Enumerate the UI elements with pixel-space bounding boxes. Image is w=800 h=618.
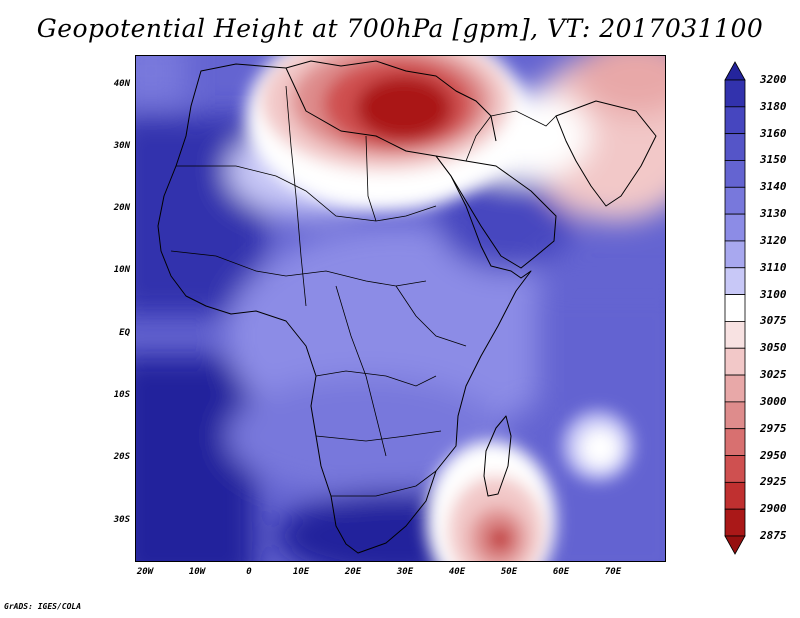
colorbar-level-label: 3150	[760, 153, 787, 167]
lon-label-60e: 60E	[552, 567, 570, 577]
colorbar-box	[724, 79, 746, 108]
colorbar-level-label: 2900	[760, 502, 787, 516]
lows-shading	[246, 56, 633, 561]
colorbar-level-label: 3140	[760, 180, 787, 194]
colorbar-level-label: 3050	[760, 341, 787, 355]
border-egypt-libya	[365, 135, 377, 222]
colorbar-box	[724, 240, 746, 269]
border-south-2	[331, 470, 437, 497]
colorbar-level-label: 3100	[760, 287, 787, 301]
colorbar-top-triangle	[724, 61, 746, 81]
colorbar-box	[724, 267, 746, 295]
colorbar-box	[724, 321, 746, 349]
lat-label-10n: 10N	[113, 265, 130, 275]
madagascar	[483, 415, 512, 497]
map-panel	[135, 55, 666, 562]
lon-label-70e: 70E	[604, 567, 622, 577]
arabian-peninsula	[435, 155, 557, 269]
colorbar-box	[724, 428, 746, 456]
colorbar-box	[724, 455, 746, 483]
colorbar-level-label: 3000	[760, 394, 787, 408]
border-sahel	[170, 250, 427, 287]
coastlines	[157, 60, 657, 554]
lat-label-eq: EQ	[119, 328, 130, 338]
colorbar-box	[724, 294, 746, 322]
border-south-1	[315, 430, 442, 442]
colorbar-level-label: 3075	[760, 314, 787, 328]
colorbar-level-label: 3120	[760, 233, 787, 247]
colorbar-bottom-triangle	[724, 535, 746, 555]
deep-blue-southwest	[136, 356, 256, 561]
moz-low-core	[488, 527, 512, 551]
colorbar-level-label: 2875	[760, 529, 787, 542]
lat-label-30s: 30S	[113, 515, 130, 525]
lon-label-10e: 10E	[292, 567, 310, 577]
india-outline	[555, 100, 657, 207]
colorbar-box	[724, 481, 746, 510]
colorbar-level-label: 2950	[760, 448, 787, 462]
med-low-core	[356, 76, 452, 140]
colorbar	[724, 61, 746, 555]
colorbar-level-label: 2925	[760, 475, 787, 489]
chart-title: Geopotential Height at 700hPa [gpm], VT:…	[36, 14, 764, 43]
colorbar-level-label: 3110	[760, 260, 787, 274]
colorbar-box	[724, 374, 746, 403]
lon-label-20w: 20W	[136, 567, 154, 577]
lat-label-20n: 20N	[113, 203, 130, 213]
colorbar-box	[724, 186, 746, 215]
southern-band	[226, 376, 506, 496]
io-low-core	[580, 428, 620, 468]
geopotential-map	[136, 56, 665, 561]
colorbar-box	[724, 106, 746, 135]
field-shading	[136, 56, 665, 561]
lon-label-50e: 50E	[500, 567, 518, 577]
india-north-pink	[576, 56, 665, 116]
border-east	[395, 285, 467, 347]
lat-label-30n: 30N	[113, 141, 130, 151]
colorbar-level-label: 3025	[760, 368, 787, 382]
colorbar-box	[724, 133, 746, 161]
border-north-south	[285, 85, 307, 307]
colorbar-box	[724, 160, 746, 188]
border-congo	[315, 370, 437, 387]
colorbar-level-label: 3160	[760, 126, 787, 140]
colorbar-level-label: 3200	[760, 73, 787, 86]
colorbar-level-label: 3130	[760, 207, 787, 221]
blue-northwest-corner	[136, 56, 186, 106]
colorbar-box	[724, 347, 746, 376]
footer-credit: GrADS: IGES/COLA	[4, 602, 82, 611]
lat-label-20s: 20S	[113, 452, 130, 462]
lon-label-20e: 20E	[344, 567, 362, 577]
colorbar-level-label: 2975	[760, 421, 787, 435]
border-sahara	[176, 165, 437, 222]
lat-label-10s: 10S	[113, 390, 130, 400]
southern-europe	[285, 60, 497, 142]
lon-label-40e: 40E	[448, 567, 466, 577]
lon-label-0: 0	[246, 567, 252, 577]
colorbar-box	[724, 213, 746, 242]
lat-label-40n: 40N	[113, 79, 130, 89]
colorbar-box	[724, 508, 746, 537]
border-middle-east	[465, 110, 557, 162]
lon-label-10w: 10W	[188, 567, 206, 577]
colorbar-box	[724, 401, 746, 430]
country-borders	[170, 85, 557, 497]
lon-label-30e: 30E	[396, 567, 414, 577]
colorbar-level-label: 3180	[760, 99, 787, 113]
border-central	[335, 285, 387, 457]
